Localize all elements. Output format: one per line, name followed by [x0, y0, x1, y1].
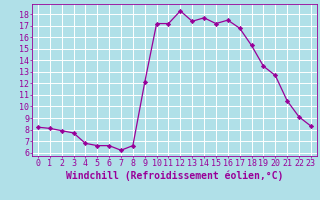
X-axis label: Windchill (Refroidissement éolien,°C): Windchill (Refroidissement éolien,°C)	[66, 171, 283, 181]
